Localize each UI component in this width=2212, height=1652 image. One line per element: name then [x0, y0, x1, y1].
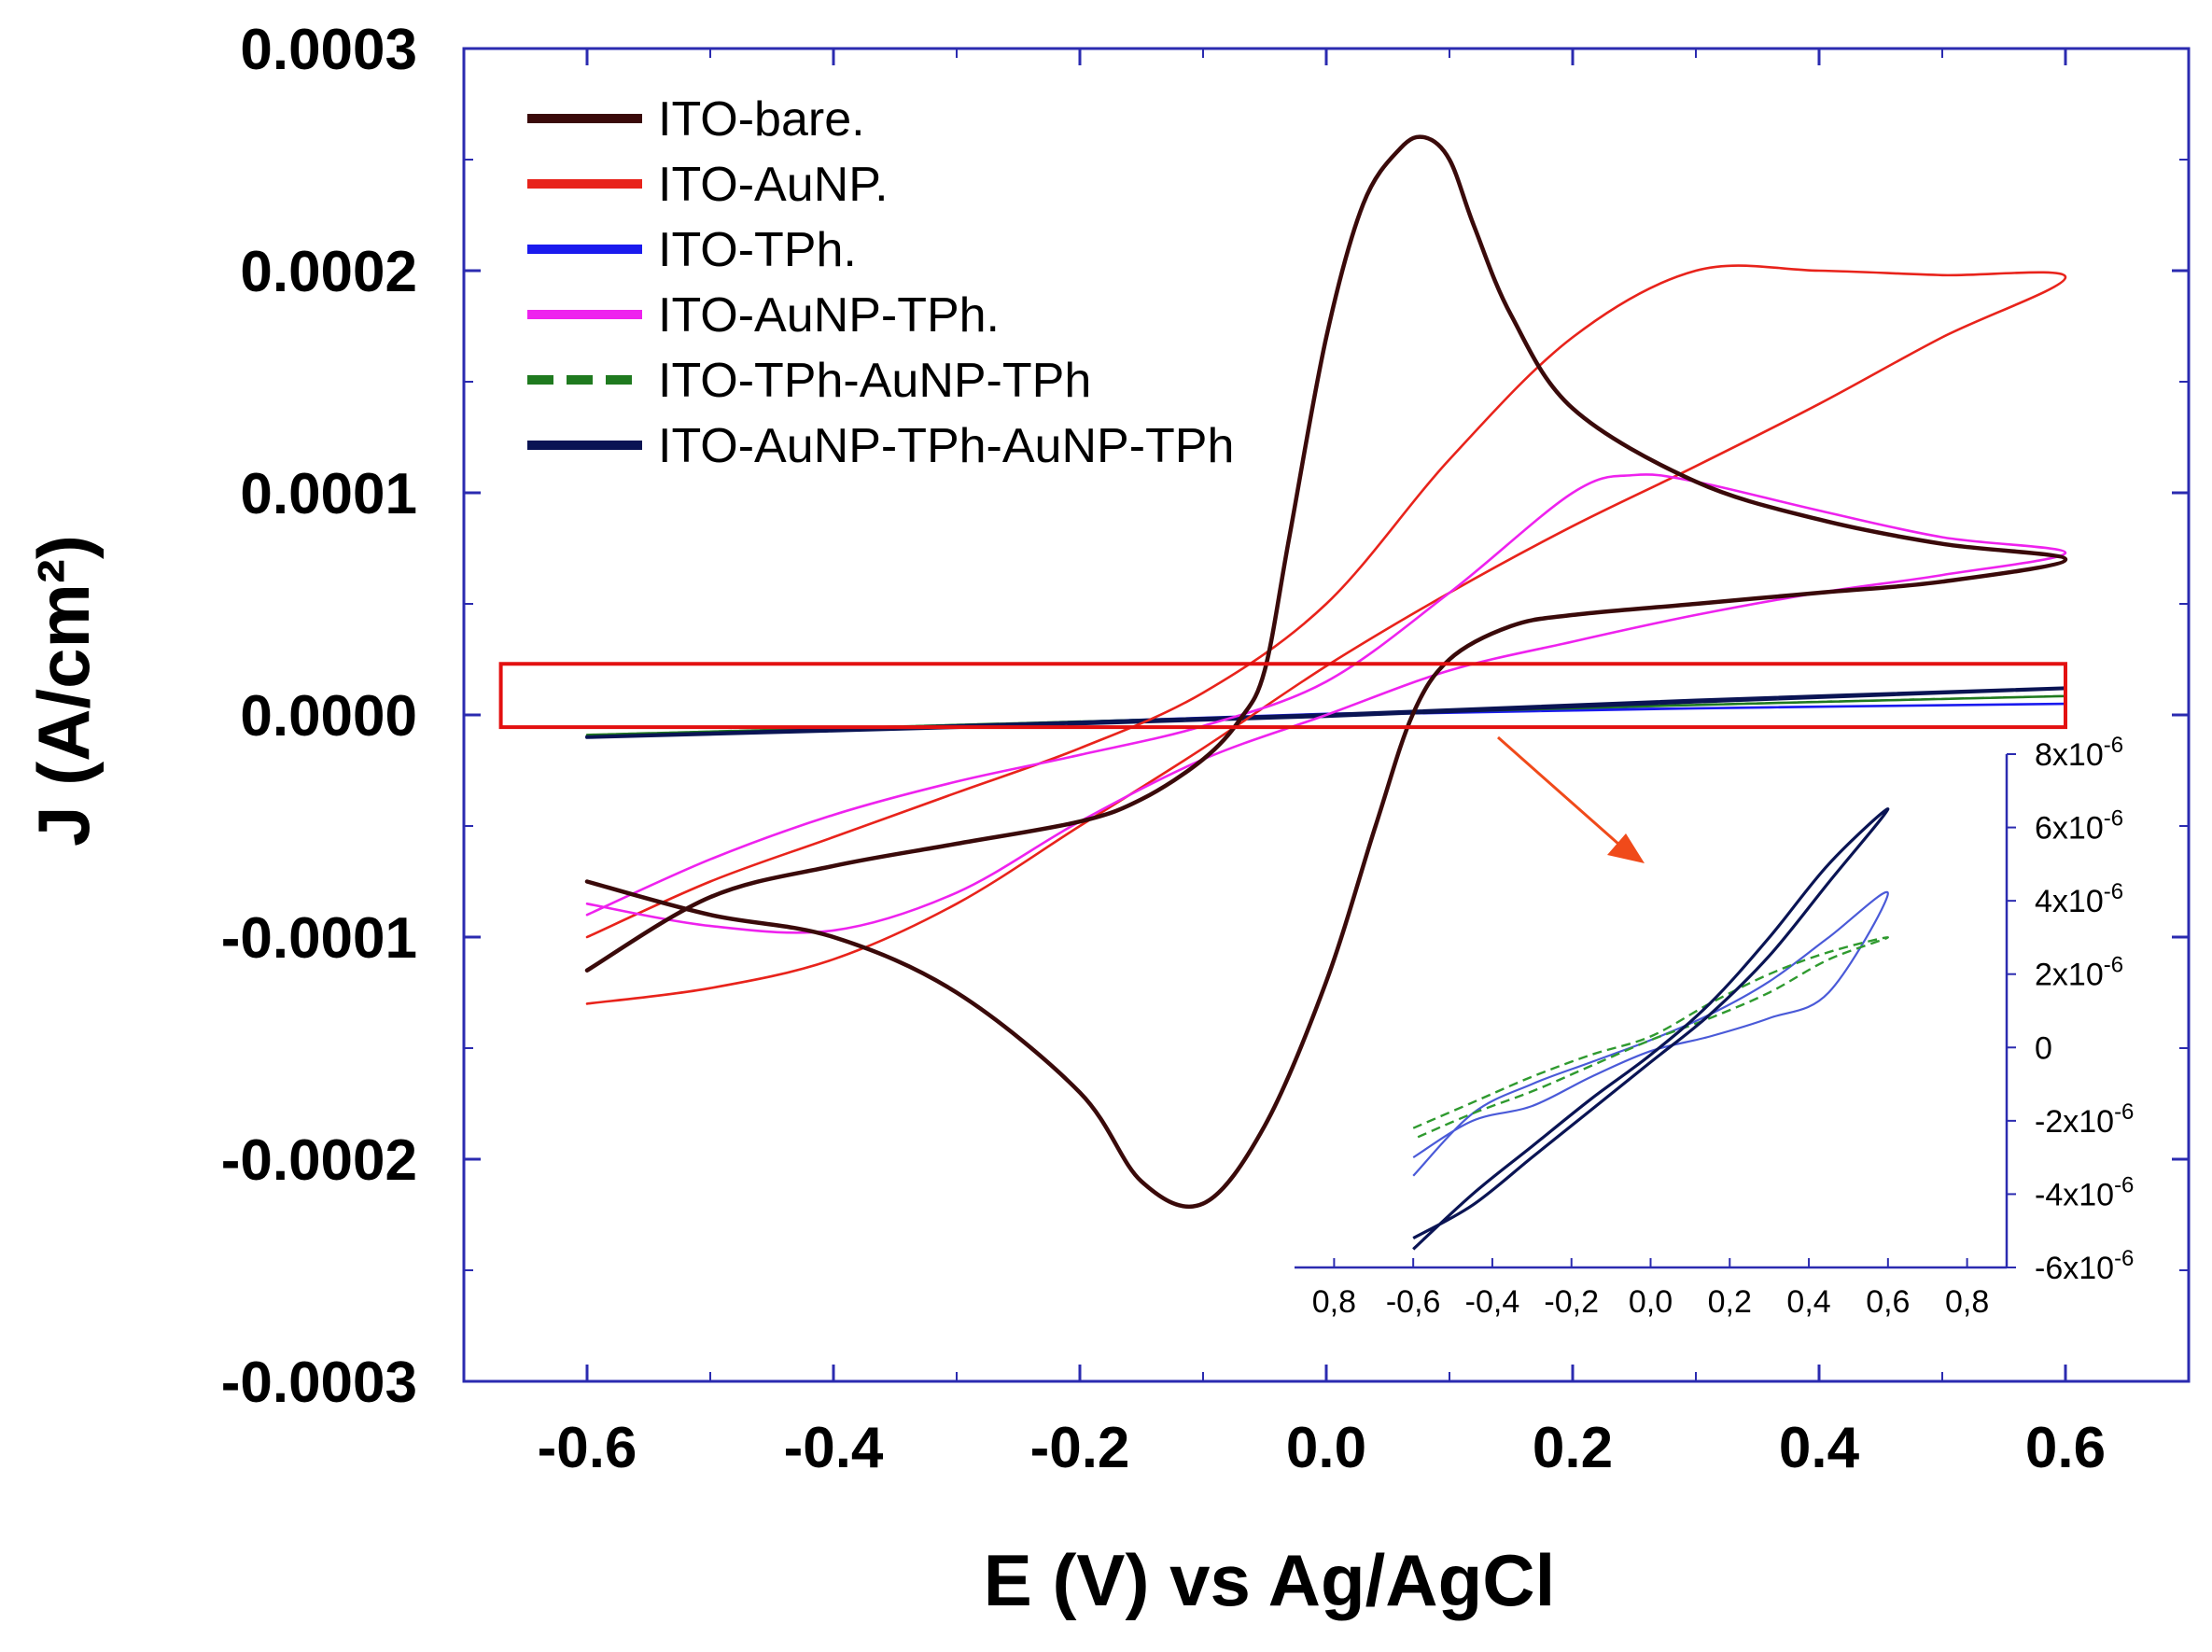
inset-x-tick-label: 0,8	[1945, 1284, 1989, 1320]
inset-x-tick-label: -0,2	[1544, 1284, 1599, 1320]
x-tick-label: -0.4	[784, 1416, 884, 1480]
inset-plot: 0,8 -0,6 -0,4 -0,2 0,0 0,2 0,4 0,6 0,88x10-66x10…	[1295, 733, 2134, 1320]
y-axis-title: J (A/cm²)	[22, 535, 105, 847]
inset-x-tick-label: 0,6	[1866, 1284, 1910, 1320]
legend-label-ito-tph: ITO-TPh.	[658, 223, 857, 277]
y-tick-label: 0.0002	[240, 240, 417, 304]
legend-label-ito-aunp-tph: ITO-AuNP-TPh.	[658, 288, 1000, 343]
y-tick-label: -0.0001	[221, 906, 417, 971]
x-tick-label: 0.0	[1286, 1416, 1366, 1480]
legend-label-ito-tph-aunp-tph: ITO-TPh-AuNP-TPh	[658, 354, 1091, 408]
x-tick-label: 0.4	[1779, 1416, 1860, 1480]
inset-series-line-ito-tph	[1412, 890, 1889, 1177]
y-tick-label: -0.0002	[221, 1128, 417, 1193]
inset-x-tick-label: 0,4	[1786, 1284, 1830, 1320]
series-line-ito-aunp	[585, 264, 2067, 1005]
series-line-ito-bare	[584, 134, 2068, 1210]
legend-label-ito-bare: ITO-bare.	[658, 92, 865, 147]
inset-y-tick-label: 0	[2035, 1030, 2052, 1066]
inset-x-tick-label: 0,0	[1629, 1284, 1673, 1320]
x-tick-label: 0.6	[2025, 1416, 2106, 1480]
inset-x-tick-label: -0,4	[1465, 1284, 1520, 1320]
zoom-arrow-head	[1607, 833, 1645, 863]
y-tick-label: 0.0003	[240, 18, 417, 82]
inset-x-tick-label: -0,6	[1386, 1284, 1441, 1320]
x-tick-label: -0.6	[538, 1416, 637, 1480]
x-axis-title: E (V) vs Ag/AgCl	[984, 1539, 1556, 1621]
y-tick-label: 0.0001	[240, 462, 417, 526]
legend: ITO-bare. ITO-AuNP. ITO-TPh. ITO-AuNP-TPh. I…	[527, 92, 1234, 473]
x-tick-label: 0.2	[1533, 1416, 1613, 1480]
inset-x-tick-label: 0,2	[1708, 1284, 1752, 1320]
y-tick-label: -0.0003	[221, 1351, 417, 1415]
highlight-box	[498, 662, 2067, 730]
inset-series-line-ito-tph-aunp-tph	[1412, 936, 1889, 1141]
legend-label-ito-aunp: ITO-AuNP.	[658, 158, 889, 212]
main-plot-axes: 0.0003 0.0002 0.0001 0.0000 -0.0001 -0.0002 -0…	[221, 18, 2191, 1480]
legend-label-ito-aunp-tph-aunp-tph: ITO-AuNP-TPh-AuNP-TPh	[658, 419, 1234, 473]
y-tick-label: 0.0000	[240, 684, 417, 749]
x-tick-label: -0.2	[1030, 1416, 1130, 1480]
main-series-layer	[498, 134, 2068, 1210]
inset-series-line-ito-aunp-tph-aunp-tph	[1412, 807, 1890, 1251]
zoom-arrow-line	[1497, 735, 1620, 847]
inset-x-tick-label: 0,8	[1312, 1284, 1356, 1320]
